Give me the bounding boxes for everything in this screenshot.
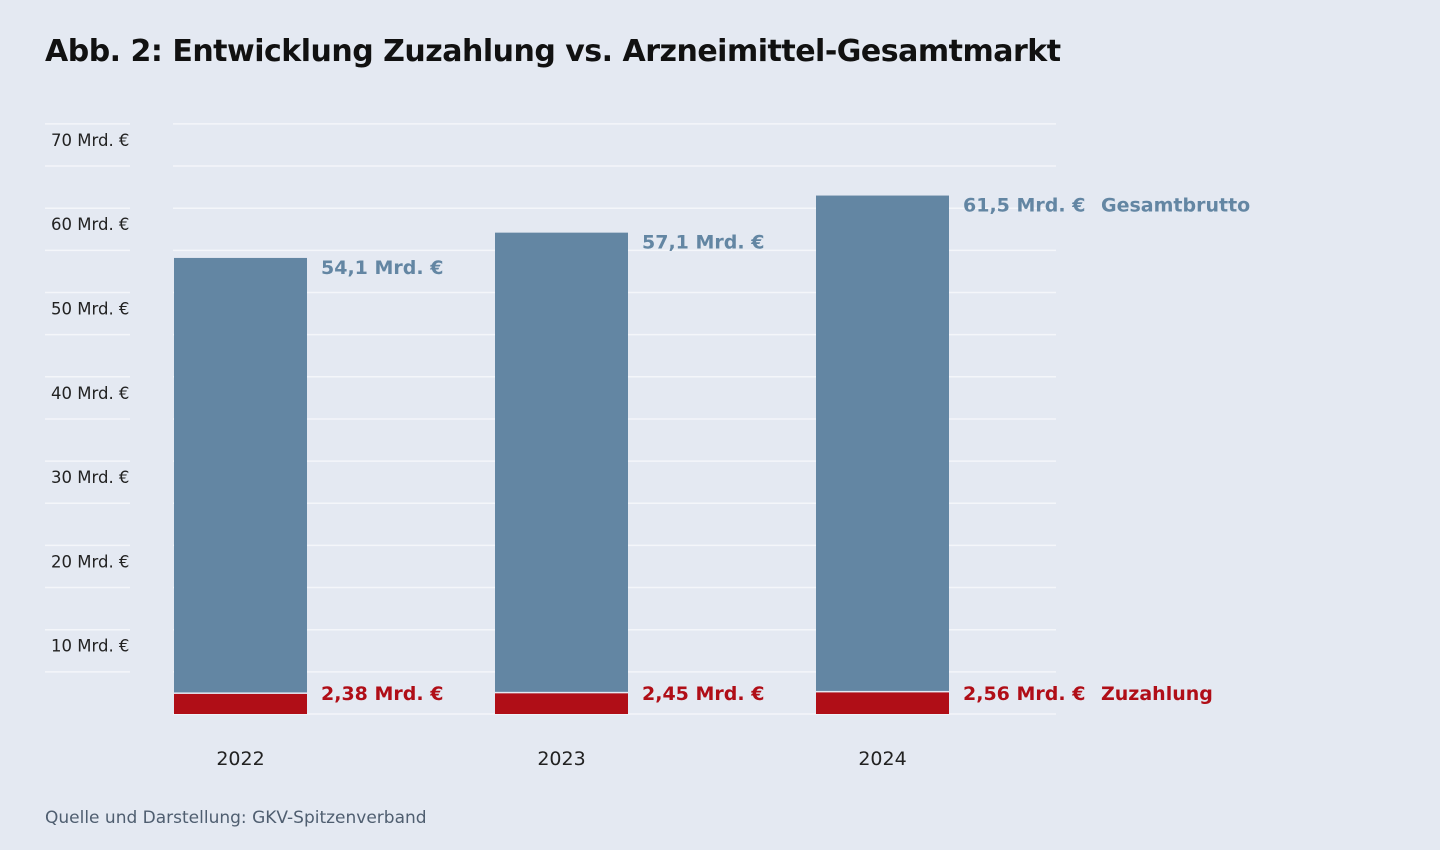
y-tick-label: 40 Mrd. € [51, 384, 129, 403]
y-tick-label: 70 Mrd. € [51, 131, 129, 150]
y-tick-label: 10 Mrd. € [51, 637, 129, 656]
bar-gesamtbrutto [495, 232, 628, 692]
data-label-zuzahlung: 2,38 Mrd. € [321, 683, 443, 705]
data-label-zuzahlung: 2,56 Mrd. € [963, 683, 1085, 705]
bar-gesamtbrutto [174, 257, 307, 693]
data-label-gesamtbrutto: 54,1 Mrd. € [321, 257, 443, 279]
legend-label-gesamtbrutto: Gesamtbrutto [1101, 195, 1250, 217]
x-tick-label: 2024 [858, 748, 906, 770]
x-tick-label: 2022 [216, 748, 264, 770]
y-tick-label: 60 Mrd. € [51, 215, 129, 234]
data-label-gesamtbrutto: 61,5 Mrd. € [963, 195, 1085, 217]
y-tick-label: 30 Mrd. € [51, 468, 129, 487]
data-label-zuzahlung: 2,45 Mrd. € [642, 683, 764, 705]
bar-zuzahlung [816, 692, 949, 714]
legend-label-zuzahlung: Zuzahlung [1101, 683, 1213, 705]
bar-gesamtbrutto [816, 195, 949, 691]
chart-title: Abb. 2: Entwicklung Zuzahlung vs. Arznei… [45, 34, 1061, 69]
source-note: Quelle und Darstellung: GKV-Spitzenverba… [45, 808, 427, 828]
y-tick-label: 50 Mrd. € [51, 300, 129, 319]
bar-zuzahlung [495, 693, 628, 714]
x-tick-label: 2023 [537, 748, 585, 770]
data-label-gesamtbrutto: 57,1 Mrd. € [642, 232, 764, 254]
bar-zuzahlung [174, 693, 307, 714]
y-tick-label: 20 Mrd. € [51, 552, 129, 571]
